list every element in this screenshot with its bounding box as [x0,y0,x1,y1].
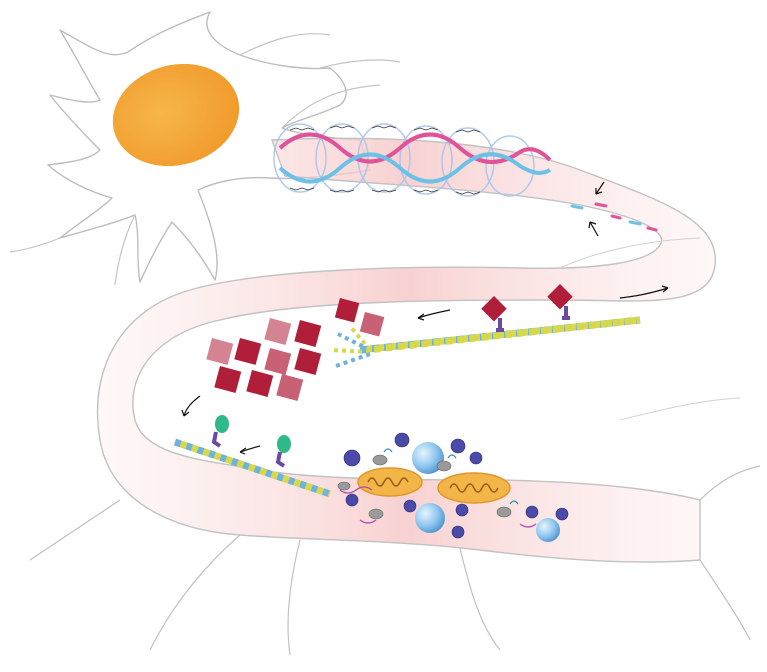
microtubule-icon [331,316,641,368]
aggregate-icon [206,298,385,401]
mitochondrion-icon [357,467,511,504]
helix-icon [273,123,658,232]
lower-microtubule [173,415,332,498]
dendrites [9,33,401,286]
vesicle-icon [412,442,560,542]
arrow-icon [181,181,669,455]
ribosome-icon [337,432,569,539]
nucleus-icon [112,63,240,167]
axon [29,137,761,656]
